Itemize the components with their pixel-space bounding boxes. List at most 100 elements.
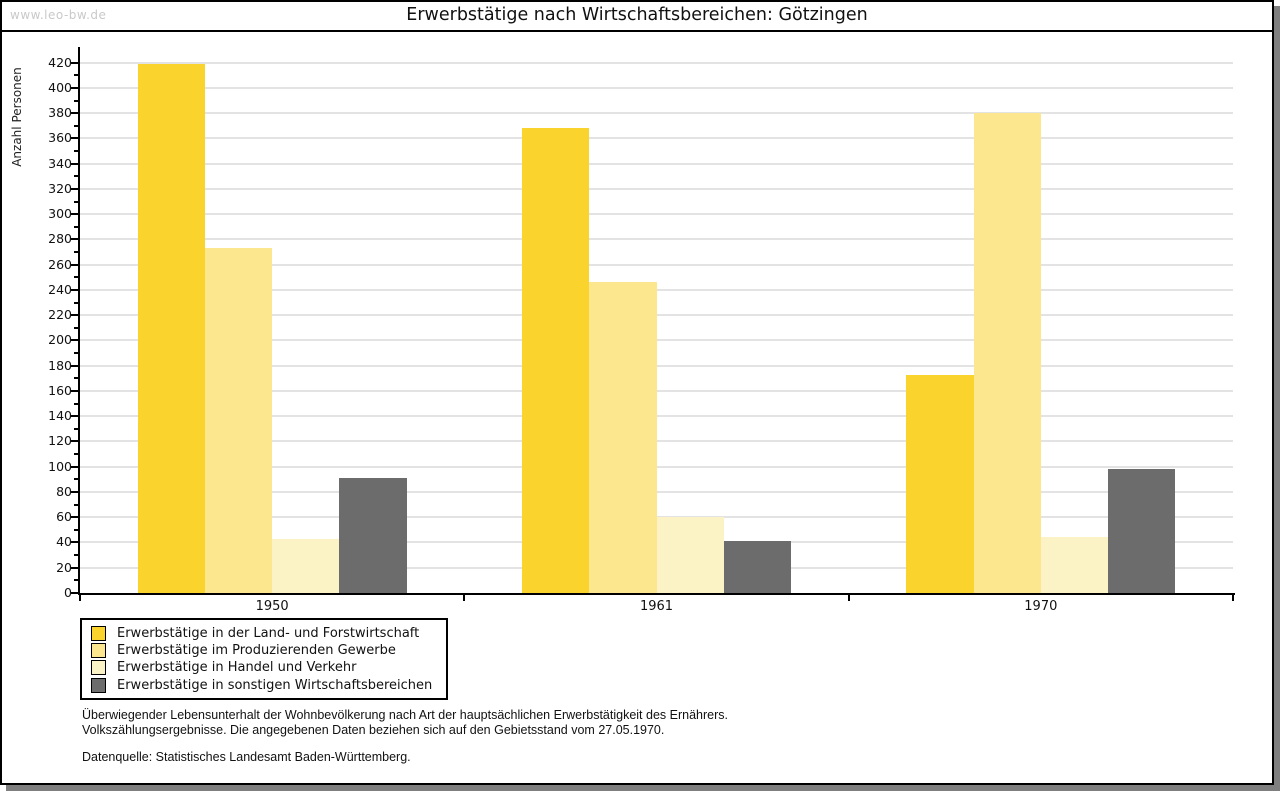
y-axis-tick-360 [70,137,78,140]
y-axis-tick-180 [70,364,78,367]
y-axis-minor-tick-350 [74,150,78,153]
y-axis-tick-340 [70,162,78,165]
y-axis-minor-tick-170 [74,377,78,380]
bar-1961-series-4 [723,541,791,593]
gridline-80 [80,490,1233,493]
bar-1950-series-3 [272,538,340,593]
y-axis-tick-label-280: 280 [48,231,72,247]
y-axis-minor-tick-330 [74,175,78,178]
y-axis-tick-140 [70,415,78,418]
gridline-120 [80,440,1233,443]
y-axis-tick-label-20: 20 [56,559,72,575]
y-axis-tick-label-80: 80 [56,483,72,499]
gridline-320 [80,187,1233,190]
legend-item-4: Erwerbstätige in sonstigen Wirtschaftsbe… [91,677,437,694]
y-axis-tick-label-220: 220 [48,307,72,323]
gridline-200 [80,339,1233,342]
gridline-240 [80,288,1233,291]
y-axis-tick-280 [70,238,78,241]
gridline-140 [80,415,1233,418]
gridline-160 [80,389,1233,392]
y-axis-minor-tick-310 [74,200,78,203]
legend-label-2: Erwerbstätige im Produzierenden Gewerbe [117,643,396,659]
y-axis-minor-tick-270 [74,251,78,254]
x-axis-boundary-tick-2 [847,595,850,601]
y-axis-tick-label-0: 0 [64,585,72,600]
x-axis-boundary-tick-3 [1232,595,1234,601]
y-axis-minor-tick-90 [74,478,78,481]
legend-item-1: Erwerbstätige in der Land- und Forstwirt… [91,625,437,642]
y-axis-tick-label-60: 60 [56,509,72,525]
x-axis-boundary-tick-1 [463,595,466,601]
gridline-280 [80,238,1233,241]
y-axis-tick-label-340: 340 [48,155,72,171]
bar-1970-series-4 [1108,469,1176,593]
bar-1950-series-1 [137,63,205,593]
y-axis-minor-tick-370 [74,124,78,127]
y-axis-tick-240 [70,288,78,291]
legend-label-3: Erwerbstätige in Handel und Verkehr [117,660,357,676]
y-axis-minor-tick-30 [74,554,78,557]
data-source: Datenquelle: Statistisches Landesamt Bad… [82,750,411,764]
y-axis-line [78,47,80,595]
leo-bw-watermark: www.leo-bw.de [10,8,107,22]
y-axis-tick-label-140: 140 [48,408,72,424]
legend-items: Erwerbstätige in der Land- und Forstwirt… [91,625,437,694]
y-axis-tick-20 [70,566,78,569]
legend-item-2: Erwerbstätige im Produzierenden Gewerbe [91,642,437,659]
y-axis-minor-tick-70 [74,503,78,506]
bar-1961-series-2 [589,282,657,593]
legend-swatch-4 [91,677,106,693]
bar-1961-series-3 [656,517,724,593]
y-axis-tick-100 [70,465,78,468]
y-axis-minor-tick-190 [74,352,78,355]
y-axis-minor-tick-210 [74,326,78,329]
legend-label-1: Erwerbstätige in der Land- und Forstwirt… [117,626,420,642]
y-axis-tick-label-300: 300 [48,206,72,222]
bar-1950-series-4 [339,478,407,593]
y-axis-tick-label-400: 400 [48,79,72,95]
y-axis-tick-label-320: 320 [48,180,72,196]
chart-legend: Erwerbstätige in der Land- und Forstwirt… [80,618,448,700]
y-axis-tick-160 [70,389,78,392]
y-axis-minor-tick-110 [74,453,78,456]
bar-1970-series-2 [973,113,1041,593]
y-axis-tick-label-380: 380 [48,105,72,121]
y-axis-tick-260 [70,263,78,266]
y-axis-tick-0 [70,592,78,594]
page-title: Erwerbstätige nach Wirtschaftsbereichen:… [406,5,868,25]
y-axis-tick-80 [70,490,78,493]
y-axis-tick-label-120: 120 [48,433,72,449]
y-axis-tick-label-180: 180 [48,357,72,373]
y-axis-tick-420 [70,61,78,64]
y-axis-tick-380 [70,112,78,115]
bar-1970-series-3 [1040,537,1109,593]
y-axis-minor-tick-290 [74,225,78,228]
title-bar: www.leo-bw.de Erwerbstätige nach Wirtsch… [2,2,1272,32]
gridline-220 [80,314,1233,317]
legend-swatch-3 [91,660,106,676]
y-axis-minor-tick-10 [74,579,78,582]
y-axis-tick-label-420: 420 [48,54,72,70]
footnote-line-1: Überwiegender Lebensunterhalt der Wohnbe… [82,708,728,722]
gridline-100 [80,465,1233,468]
footnote: Überwiegender Lebensunterhalt der Wohnbe… [82,708,728,765]
y-axis-minor-tick-230 [74,301,78,304]
bar-1950-series-2 [204,248,273,593]
x-axis-boundary-tick-0 [79,595,81,601]
footnote-line-2: Volkszählungsergebnisse. Die angegebenen… [82,722,665,737]
y-axis-tick-label-160: 160 [48,382,72,398]
y-axis-tick-40 [70,541,78,544]
y-axis-tick-label-240: 240 [48,281,72,297]
gridline-420 [80,61,1233,64]
y-axis-tick-label-40: 40 [56,534,72,550]
y-axis-tick-320 [70,187,78,190]
y-axis-minor-tick-130 [74,427,78,430]
x-axis-line [78,593,1235,595]
gridline-340 [80,162,1233,165]
y-axis-minor-tick-410 [74,74,78,77]
x-axis-label-1961: 1961 [639,599,674,614]
y-axis-tick-120 [70,440,78,443]
y-axis-tick-200 [70,339,78,342]
